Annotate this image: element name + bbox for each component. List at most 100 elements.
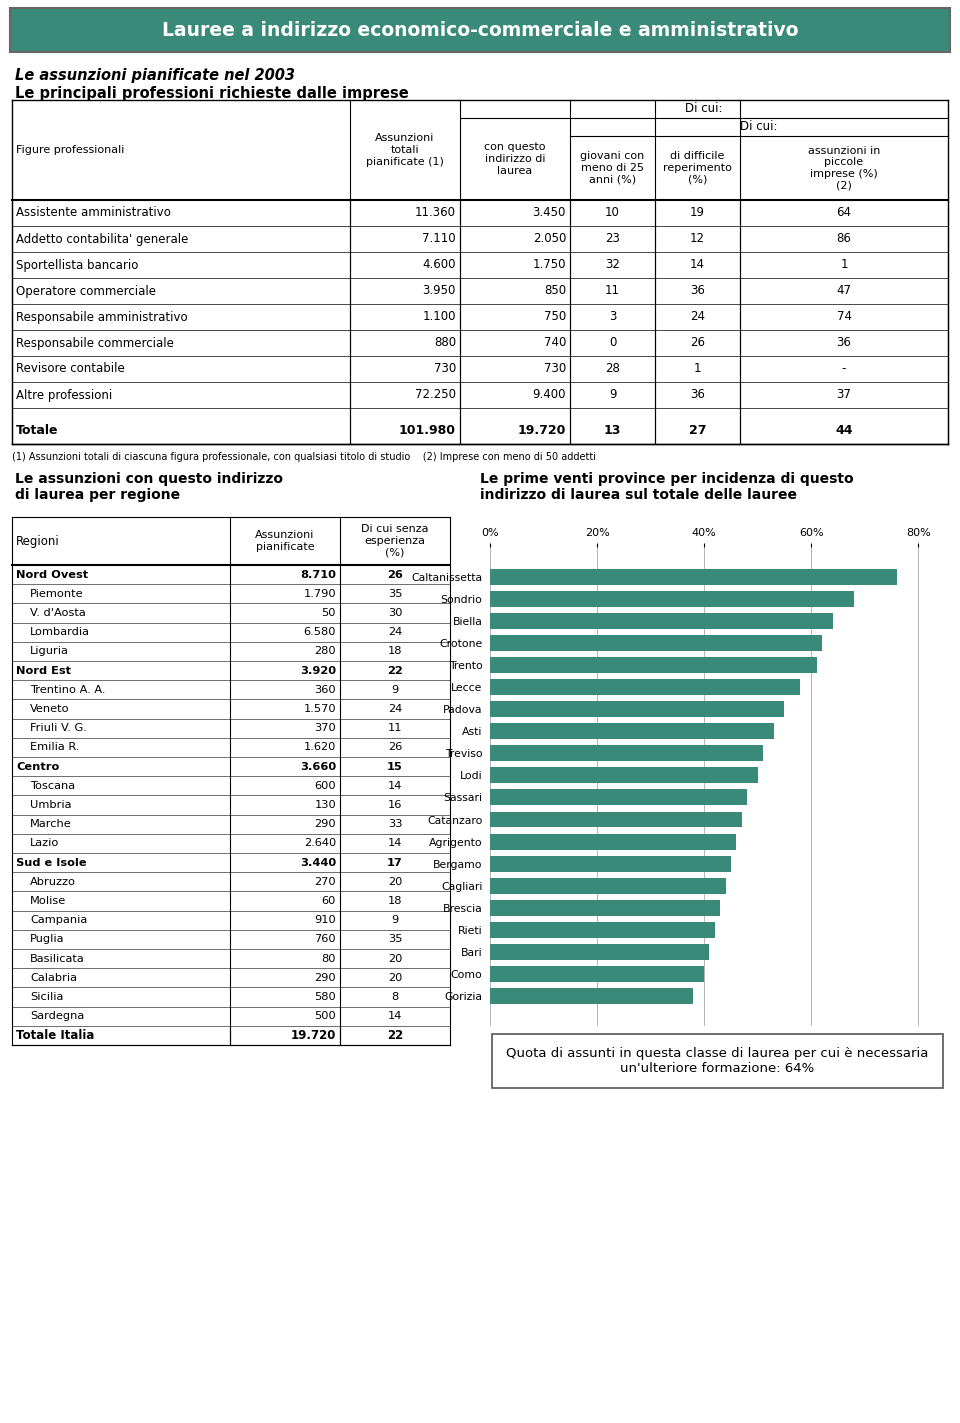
Text: Altre professioni: Altre professioni — [16, 388, 112, 401]
Text: 19.720: 19.720 — [291, 1029, 336, 1042]
Text: 500: 500 — [314, 1012, 336, 1022]
Text: Toscana: Toscana — [30, 781, 75, 791]
Bar — [490, 811, 741, 827]
Text: 1.790: 1.790 — [303, 589, 336, 599]
Text: 9.400: 9.400 — [533, 388, 566, 401]
Text: Umbria: Umbria — [30, 800, 71, 810]
Text: Sportellista bancario: Sportellista bancario — [16, 259, 138, 272]
Text: assunzioni in
piccole
imprese (%)
(2): assunzioni in piccole imprese (%) (2) — [807, 145, 880, 191]
Bar — [490, 591, 854, 606]
Text: 3.920: 3.920 — [300, 666, 336, 676]
Text: 290: 290 — [314, 973, 336, 983]
Text: 360: 360 — [314, 684, 336, 694]
Text: 9: 9 — [609, 388, 616, 401]
Text: Assunzioni
totali
pianificate (1): Assunzioni totali pianificate (1) — [366, 134, 444, 166]
Text: Basilicata: Basilicata — [30, 953, 84, 963]
Bar — [490, 723, 774, 739]
Text: Lauree a indirizzo economico-commerciale e amministrativo: Lauree a indirizzo economico-commerciale… — [161, 20, 799, 40]
Text: 24: 24 — [388, 628, 402, 638]
Bar — [490, 834, 736, 850]
Text: 72.250: 72.250 — [415, 388, 456, 401]
Text: 4.600: 4.600 — [422, 259, 456, 272]
Bar — [490, 702, 784, 717]
Text: 33: 33 — [388, 820, 402, 830]
Text: 19: 19 — [690, 206, 705, 219]
Text: 32: 32 — [605, 259, 620, 272]
Text: Trentino A. A.: Trentino A. A. — [30, 684, 106, 694]
Text: 2.050: 2.050 — [533, 232, 566, 246]
Text: 910: 910 — [314, 915, 336, 925]
Text: 12: 12 — [690, 232, 705, 246]
Text: 16: 16 — [388, 800, 402, 810]
Text: 20: 20 — [388, 877, 402, 887]
Text: 3.950: 3.950 — [422, 285, 456, 297]
Text: 101.980: 101.980 — [399, 424, 456, 437]
Text: Le principali professioni richieste dalle imprese: Le principali professioni richieste dall… — [15, 85, 409, 101]
Text: 36: 36 — [690, 285, 705, 297]
Text: 14: 14 — [388, 781, 402, 791]
Text: 130: 130 — [314, 800, 336, 810]
Text: 20: 20 — [388, 973, 402, 983]
Text: Addetto contabilita' generale: Addetto contabilita' generale — [16, 232, 188, 246]
Bar — [490, 767, 757, 783]
Text: 3.440: 3.440 — [300, 858, 336, 868]
Text: Operatore commerciale: Operatore commerciale — [16, 285, 156, 297]
Text: 7.110: 7.110 — [422, 232, 456, 246]
Text: Marche: Marche — [30, 820, 72, 830]
Text: Abruzzo: Abruzzo — [30, 877, 76, 887]
Text: Responsabile amministrativo: Responsabile amministrativo — [16, 310, 187, 323]
Text: 0: 0 — [609, 336, 616, 350]
Text: 22: 22 — [387, 1029, 403, 1042]
Bar — [490, 988, 693, 1005]
Text: Totale Italia: Totale Italia — [16, 1029, 94, 1042]
Text: Puglia: Puglia — [30, 935, 64, 945]
Text: 19.720: 19.720 — [517, 424, 566, 437]
Text: 27: 27 — [688, 424, 707, 437]
Text: Nord Ovest: Nord Ovest — [16, 569, 88, 579]
Text: 14: 14 — [388, 1012, 402, 1022]
Text: 760: 760 — [314, 935, 336, 945]
Text: 10: 10 — [605, 206, 620, 219]
Text: 3.450: 3.450 — [533, 206, 566, 219]
Text: 44: 44 — [835, 424, 852, 437]
Bar — [490, 657, 817, 673]
Text: 730: 730 — [434, 363, 456, 376]
Text: 36: 36 — [690, 388, 705, 401]
Text: Sicilia: Sicilia — [30, 992, 63, 1002]
Bar — [490, 746, 763, 761]
Text: -: - — [842, 363, 846, 376]
Text: Le assunzioni con questo indirizzo
di laurea per regione: Le assunzioni con questo indirizzo di la… — [15, 472, 283, 502]
Text: Calabria: Calabria — [30, 973, 77, 983]
Text: Campania: Campania — [30, 915, 87, 925]
Text: Veneto: Veneto — [30, 704, 70, 714]
Text: Revisore contabile: Revisore contabile — [16, 363, 125, 376]
Text: 3.660: 3.660 — [300, 761, 336, 771]
Bar — [490, 878, 726, 894]
Text: 50: 50 — [322, 608, 336, 618]
Text: 11: 11 — [388, 723, 402, 733]
Bar — [490, 855, 731, 872]
Text: 1.620: 1.620 — [303, 743, 336, 753]
Bar — [490, 966, 704, 982]
Text: Di cui:: Di cui: — [740, 121, 778, 134]
FancyBboxPatch shape — [10, 9, 950, 53]
Text: 24: 24 — [690, 310, 705, 323]
Text: con questo
indirizzo di
laurea: con questo indirizzo di laurea — [484, 142, 545, 175]
Text: Responsabile commerciale: Responsabile commerciale — [16, 336, 174, 350]
Text: 6.580: 6.580 — [303, 628, 336, 638]
Text: Totale: Totale — [16, 424, 59, 437]
Text: Friuli V. G.: Friuli V. G. — [30, 723, 86, 733]
Text: 740: 740 — [543, 336, 566, 350]
Text: 880: 880 — [434, 336, 456, 350]
Text: 9: 9 — [392, 684, 398, 694]
Text: 15: 15 — [387, 761, 403, 771]
Text: 8: 8 — [392, 992, 398, 1002]
Text: 580: 580 — [314, 992, 336, 1002]
Bar — [490, 790, 747, 805]
Text: 37: 37 — [836, 388, 852, 401]
Bar — [490, 899, 720, 916]
Text: Lombardia: Lombardia — [30, 628, 90, 638]
Text: 35: 35 — [388, 935, 402, 945]
Text: 280: 280 — [314, 646, 336, 656]
Text: 23: 23 — [605, 232, 620, 246]
